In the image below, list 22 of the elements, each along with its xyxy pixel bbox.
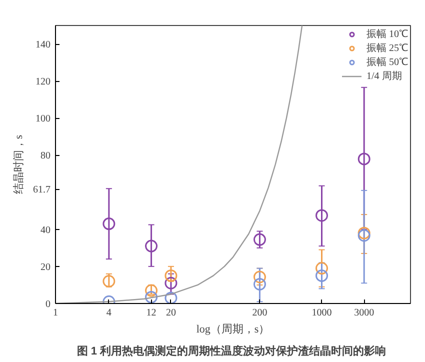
x-axis-title: log（周期，s） (196, 324, 270, 336)
y-tick-label: 100 (36, 114, 50, 125)
caption: 图 1 利用热电偶测定的周期性温度波动对保护渣结晶时间的影响 (76, 344, 386, 358)
x-tick-label: 12 (146, 308, 156, 318)
legend-label: 1/4 周期 (366, 70, 402, 83)
y-tick-label: 20 (40, 262, 50, 273)
legend-label: 振幅 10℃ (366, 28, 408, 41)
x-tick-label: 3000 (354, 308, 374, 318)
x-tick-label: 1 (53, 308, 58, 318)
y-tick-label: 61.7 (33, 184, 50, 196)
x-tick-label: 4 (106, 308, 112, 318)
x-tick-label: 1000 (312, 308, 332, 318)
y-tick-label: 140 (36, 40, 50, 51)
x-tick-label: 20 (166, 308, 176, 318)
y-tick-label: 120 (36, 76, 50, 88)
legend-label: 振幅 25℃ (366, 42, 408, 55)
y-tick-label: 0 (46, 299, 50, 310)
y-axis-title: 结晶时间，s (12, 134, 25, 194)
y-tick-label: 40 (40, 224, 50, 236)
y-tick-label: 80 (40, 150, 50, 162)
legend-label: 振幅 50℃ (366, 56, 408, 69)
x-tick-label: 200 (252, 308, 268, 318)
